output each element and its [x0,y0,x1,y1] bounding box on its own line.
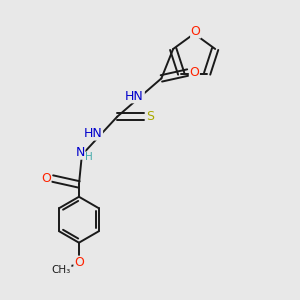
Text: O: O [74,256,84,269]
Text: HN: HN [84,127,103,140]
Text: S: S [146,110,154,123]
Text: N: N [75,146,85,159]
Text: H: H [85,152,93,162]
Text: CH₃: CH₃ [52,265,71,275]
Text: O: O [191,25,201,38]
Text: O: O [189,66,199,79]
Text: HN: HN [125,90,144,103]
Text: HN: HN [125,90,144,103]
Text: O: O [41,172,51,185]
